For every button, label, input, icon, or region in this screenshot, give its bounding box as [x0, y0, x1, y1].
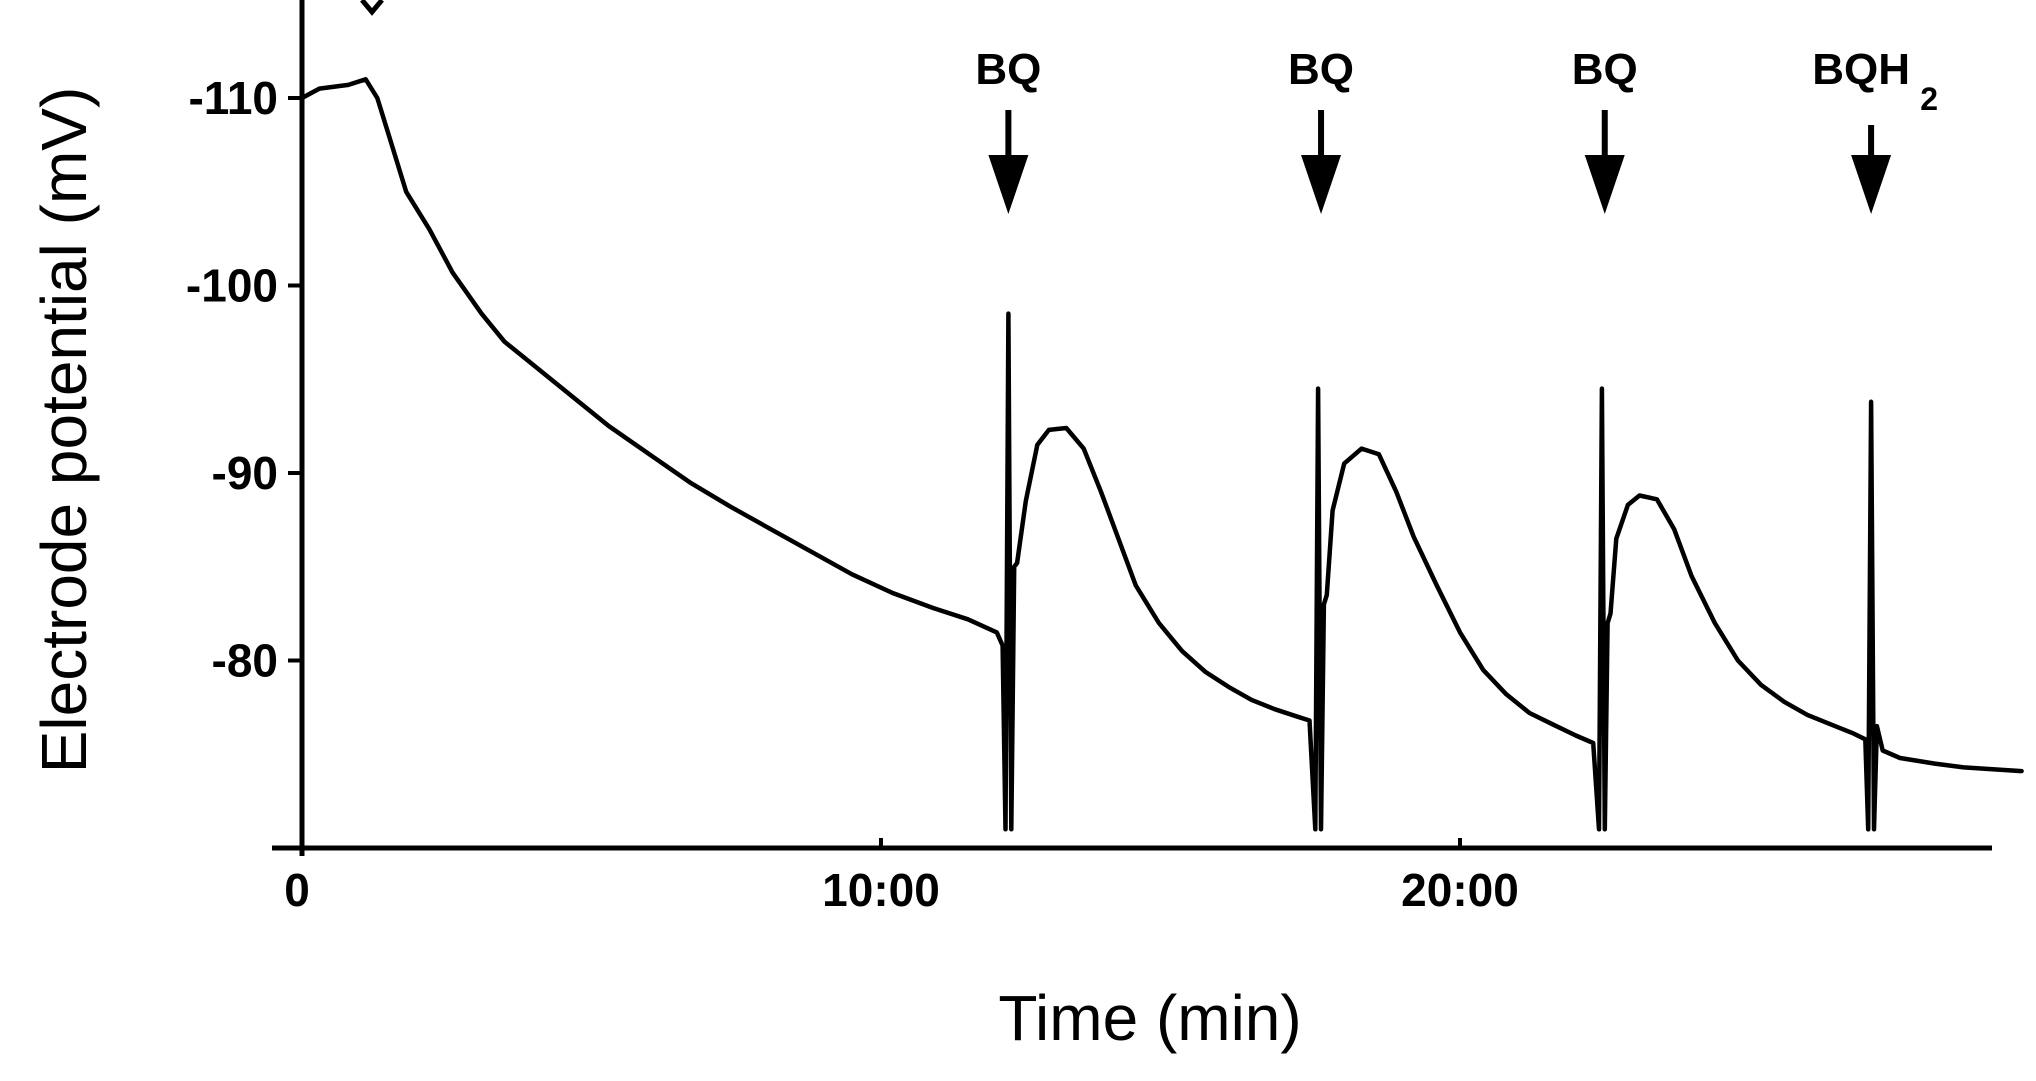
annotations: BQ BQ BQ BQH 2: [975, 45, 1938, 214]
y-tick-label: -100: [186, 260, 278, 312]
arrow-head: [988, 155, 1029, 214]
x-tick-label: 10:00: [822, 864, 940, 916]
y-tick-label: -80: [212, 635, 278, 687]
annotation-label: BQ: [975, 45, 1041, 94]
x-axis-title: Time (min): [998, 982, 1301, 1054]
series-layer: [299, 77, 2024, 832]
arrow-head: [1301, 155, 1342, 214]
annotation-arrow: BQH 2: [1812, 45, 1938, 214]
annotation-arrow: BQ: [1288, 45, 1354, 214]
x-ticks: 0 10:00 20:00: [284, 838, 1519, 916]
axes: [272, 0, 1992, 856]
arrow-head: [1584, 155, 1625, 214]
y-tick-label: -90: [212, 447, 278, 499]
annotation-arrow: BQ: [1572, 45, 1638, 214]
x-tick-label: 0: [284, 864, 310, 916]
annotation-subscript: 2: [1920, 81, 1938, 117]
annotation-label: BQH: [1812, 45, 1910, 94]
top-marker-stub: [360, 0, 384, 16]
annotation-arrow: BQ: [975, 45, 1041, 214]
y-axis-title: Electrode potential (mV): [28, 87, 100, 774]
y-ticks: -110 -100 -90 -80: [186, 72, 302, 687]
series-line: [299, 77, 2024, 832]
annotation-label: BQ: [1288, 45, 1354, 94]
y-tick-label: -110: [188, 72, 278, 124]
annotation-label: BQ: [1572, 45, 1638, 94]
x-tick-label: 20:00: [1401, 864, 1519, 916]
arrow-head: [1851, 155, 1892, 214]
